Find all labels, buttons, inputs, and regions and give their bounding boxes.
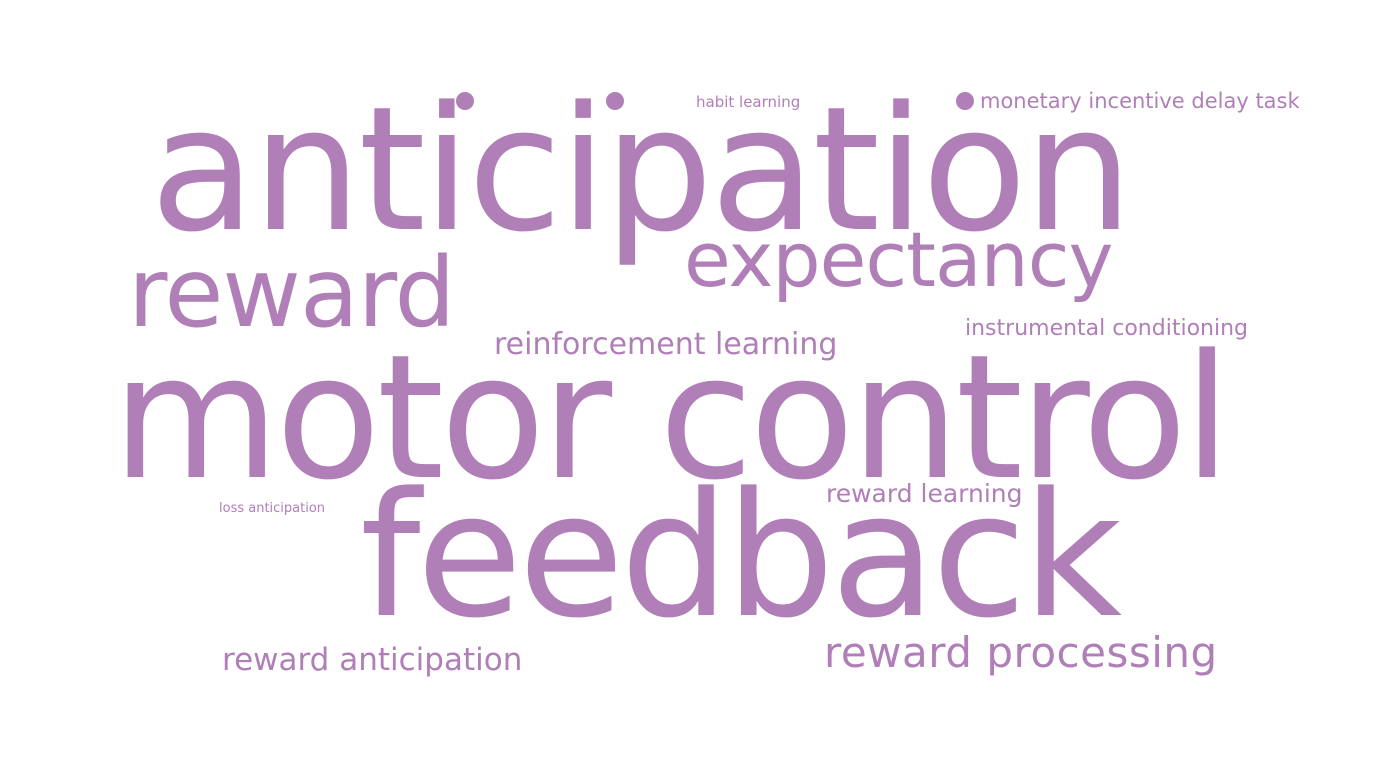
word-habit-learning: habit learning [696, 93, 801, 111]
dot-marker [606, 92, 624, 110]
word-instrumental-conditioning: instrumental conditioning [965, 316, 1248, 341]
word-motor-control: motor control [112, 317, 1231, 518]
word-monetary-incentive-delay-task: monetary incentive delay task [980, 89, 1300, 113]
word-anticipation: anticipation [150, 69, 1133, 270]
word-reward: reward [128, 237, 455, 349]
word-reward-processing: reward processing [824, 628, 1218, 677]
dot-marker [956, 92, 974, 110]
word-loss-anticipation: loss anticipation [219, 501, 326, 516]
word-expectancy: expectancy [684, 215, 1113, 304]
word-reinforcement-learning: reinforcement learning [494, 327, 838, 362]
word-feedback: feedback [360, 455, 1122, 656]
word-reward-anticipation: reward anticipation [222, 642, 523, 678]
word-reward-learning: reward learning [826, 479, 1023, 508]
dot-marker [456, 92, 474, 110]
